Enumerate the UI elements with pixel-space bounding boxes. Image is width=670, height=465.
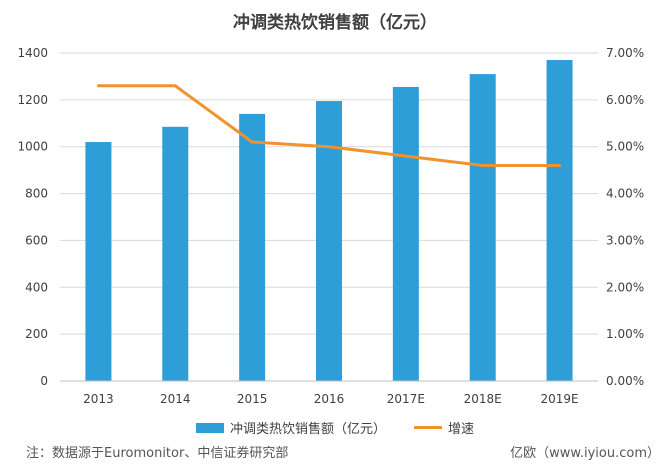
sales-bar bbox=[392, 86, 419, 381]
x-tick-label: 2017E bbox=[387, 392, 425, 406]
x-tick-label: 2019E bbox=[541, 392, 579, 406]
y-left-tick-label: 400 bbox=[25, 280, 48, 294]
legend-item-growth: 增速 bbox=[414, 418, 474, 437]
chart-title: 冲调类热饮销售额（亿元） bbox=[233, 13, 437, 33]
sales-bar bbox=[469, 74, 496, 381]
x-tick-label: 2014 bbox=[160, 392, 191, 406]
growth-point bbox=[173, 84, 177, 88]
y-right-tick-label: 7.00% bbox=[606, 46, 644, 60]
y-left-tick-label: 1000 bbox=[17, 140, 48, 154]
growth-line-series bbox=[96, 84, 562, 167]
y-right-tick-label: 6.00% bbox=[606, 93, 644, 107]
legend-line-swatch bbox=[414, 426, 442, 429]
growth-point bbox=[96, 84, 100, 88]
x-tick-label: 2013 bbox=[83, 392, 114, 406]
y-left-tick-label: 0 bbox=[40, 374, 48, 388]
legend-label-sales: 冲调类热饮销售额（亿元） bbox=[229, 422, 386, 437]
legend-label-growth: 增速 bbox=[448, 422, 475, 437]
legend-item-sales: 冲调类热饮销售额（亿元） bbox=[195, 418, 386, 437]
footer-note: 注：数据源于Euromonitor、中信证券研究部 bbox=[26, 446, 289, 461]
y-right-tick-label: 1.00% bbox=[606, 327, 644, 341]
bar-series bbox=[85, 60, 573, 382]
sales-bar bbox=[239, 113, 266, 382]
y-right-tick-label: 0.00% bbox=[606, 374, 644, 388]
legend: 冲调类热饮销售额（亿元） 增速 bbox=[0, 418, 670, 437]
x-tick-label: 2015 bbox=[237, 392, 268, 406]
legend-bar-swatch bbox=[195, 422, 224, 433]
sales-bar bbox=[85, 142, 112, 381]
y-left-tick-label: 1200 bbox=[17, 93, 48, 107]
x-tick-label: 2018E bbox=[464, 392, 502, 406]
growth-point bbox=[327, 145, 331, 149]
y-left-tick-label: 600 bbox=[25, 233, 48, 247]
growth-point bbox=[404, 154, 408, 158]
y-right-tick-label: 2.00% bbox=[606, 280, 644, 294]
sales-bar bbox=[546, 60, 573, 382]
growth-point bbox=[250, 140, 254, 144]
x-tick-label: 2016 bbox=[314, 392, 345, 406]
sales-bar bbox=[316, 101, 342, 382]
footer-source: 亿欧（www.iyiou.com） bbox=[510, 446, 660, 461]
y-right-tick-label: 3.00% bbox=[606, 233, 644, 247]
growth-point bbox=[558, 163, 562, 167]
y-right-tick-label: 5.00% bbox=[606, 140, 644, 154]
sales-bar bbox=[162, 126, 189, 381]
y-right-tick-label: 4.00% bbox=[606, 187, 644, 201]
axes: 0 0.00% 200 1.00% 400 2.00% 600 3.00% 800 4.00% 10… bbox=[17, 46, 644, 406]
y-left-tick-label: 800 bbox=[25, 187, 48, 201]
y-left-tick-label: 200 bbox=[25, 327, 48, 341]
y-left-tick-label: 1400 bbox=[17, 46, 48, 60]
growth-point bbox=[481, 163, 485, 167]
